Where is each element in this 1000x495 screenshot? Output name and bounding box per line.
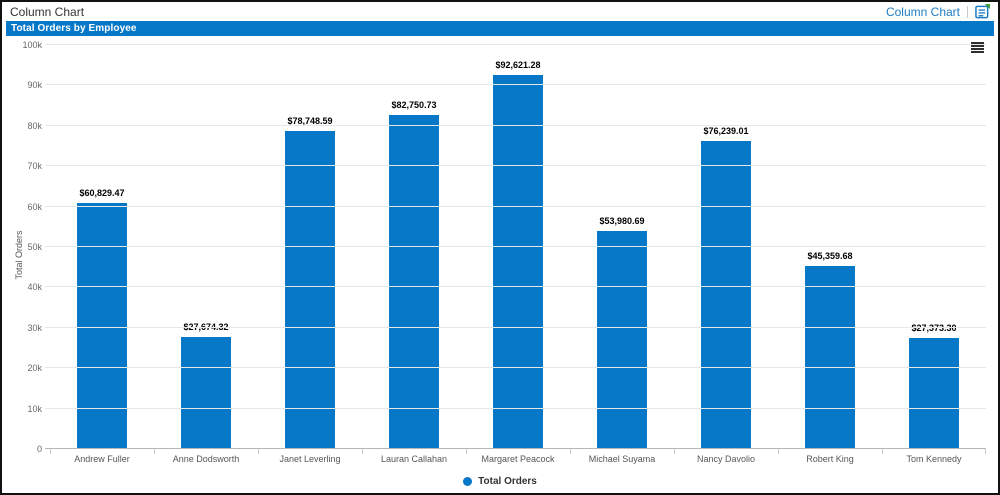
x-axis-tick xyxy=(882,449,883,454)
y-tick-label: 10k xyxy=(27,403,42,414)
top-bar: Column Chart Column Chart xyxy=(2,2,998,21)
data-label: $76,239.01 xyxy=(703,126,749,136)
x-axis-label: Tom Kennedy xyxy=(906,454,962,464)
chart-legend: Total Orders xyxy=(6,476,994,487)
gridline xyxy=(45,286,986,288)
bar-robert-king[interactable] xyxy=(805,265,855,449)
data-label: $53,980.69 xyxy=(599,215,645,226)
x-axis-label: Janet Leverling xyxy=(279,454,341,464)
bar-slot: $53,980.69 xyxy=(570,45,674,449)
column-chart-link[interactable]: Column Chart xyxy=(885,4,960,19)
bar-slot: $27,373.30 xyxy=(882,45,986,449)
gridline xyxy=(45,84,986,86)
y-tick-label: 0 xyxy=(36,444,42,454)
bar-slot: $78,748.59 xyxy=(258,45,362,449)
x-axis-tick xyxy=(673,449,675,454)
x-axis-label: Lauran Callahan xyxy=(380,454,448,464)
x-axis-tick xyxy=(985,449,986,454)
x-axis-tick xyxy=(361,449,363,454)
data-label: $27,373.30 xyxy=(911,323,957,334)
x-axis-label: Nancy Davolio xyxy=(696,454,756,464)
top-bar-right: Column Chart xyxy=(886,4,990,19)
bar-anne-dodsworth[interactable] xyxy=(181,337,231,449)
x-axis-tick xyxy=(50,449,51,454)
x-axis-tick xyxy=(466,449,467,454)
bar-slot: $60,829.47 xyxy=(50,45,154,449)
bar-slot: $45,359.68 xyxy=(778,45,882,449)
plot-area: $60,829.47 $27,674.32 $78,748.59 $82,750.73… xyxy=(22,40,986,454)
gridline xyxy=(45,124,986,126)
x-axis-label: Margaret Peacock xyxy=(481,454,555,464)
y-tick-label: 20k xyxy=(27,363,42,374)
x-axis-label: Michael Suyama xyxy=(588,454,656,464)
sample-source-icon[interactable] xyxy=(975,4,990,19)
y-tick-label: 40k xyxy=(27,282,42,293)
y-axis-title: Total Orders xyxy=(14,230,24,280)
bar-lauran-callahan[interactable] xyxy=(389,114,439,449)
hamburger-menu-icon[interactable] xyxy=(970,41,985,54)
bar-slot: $82,750.73 xyxy=(362,45,466,449)
page-title: Column Chart xyxy=(10,4,85,19)
y-tick-label: 50k xyxy=(27,242,42,252)
x-axis-tick xyxy=(570,449,571,454)
data-label: $78,748.59 xyxy=(287,115,333,126)
bar-michael-suyama[interactable] xyxy=(597,230,647,449)
x-axis-label: Andrew Fuller xyxy=(74,454,130,464)
y-tick-label: 60k xyxy=(27,201,42,212)
gridline xyxy=(45,326,986,328)
x-axis-labels: Andrew Fuller Anne Dodsworth Janet Leverli… xyxy=(50,454,986,466)
gridline xyxy=(45,205,986,207)
data-label: $92,621.28 xyxy=(495,59,541,70)
data-label: $60,829.47 xyxy=(79,188,125,199)
bar-series: $60,829.47 $27,674.32 $78,748.59 $82,750.73… xyxy=(50,45,986,449)
x-axis-tick xyxy=(154,449,155,454)
chart-area: Total Orders $60,829.47 $27,674.32 $78,748… xyxy=(6,36,994,493)
bar-tom-kennedy[interactable] xyxy=(909,338,959,449)
bar-slot: $76,239.01 xyxy=(674,45,778,449)
data-label: $82,750.73 xyxy=(391,99,437,110)
bar-slot: $27,674.32 xyxy=(154,45,258,449)
data-label: $45,359.68 xyxy=(807,250,853,261)
bar-janet-leverling[interactable] xyxy=(285,130,335,449)
y-tick-label: 70k xyxy=(27,161,42,172)
legend-item-total-orders[interactable]: Total Orders xyxy=(463,476,537,487)
x-axis-label: Robert King xyxy=(806,454,854,464)
gridline xyxy=(45,165,986,167)
y-tick-label: 90k xyxy=(27,80,42,91)
x-axis-line xyxy=(45,448,986,449)
gridline xyxy=(45,367,986,369)
x-axis-label: Anne Dodsworth xyxy=(172,454,240,464)
chart-panel-header: Total Orders by Employee xyxy=(6,21,994,36)
bar-slot: $92,621.28 xyxy=(466,45,570,449)
divider xyxy=(967,5,968,18)
y-tick-label: 30k xyxy=(27,322,42,333)
y-tick-label: 100k xyxy=(22,40,42,50)
x-axis-tick xyxy=(778,449,779,454)
x-axis-tick xyxy=(258,449,259,454)
legend-label: Total Orders xyxy=(478,476,537,487)
bar-nancy-davolio[interactable] xyxy=(701,141,751,449)
gridline xyxy=(45,407,986,409)
gridline xyxy=(45,44,986,45)
bar-margaret-peacock[interactable] xyxy=(493,74,543,449)
gridline xyxy=(45,246,986,247)
y-tick-label: 80k xyxy=(27,120,42,131)
legend-marker-icon xyxy=(463,477,473,486)
